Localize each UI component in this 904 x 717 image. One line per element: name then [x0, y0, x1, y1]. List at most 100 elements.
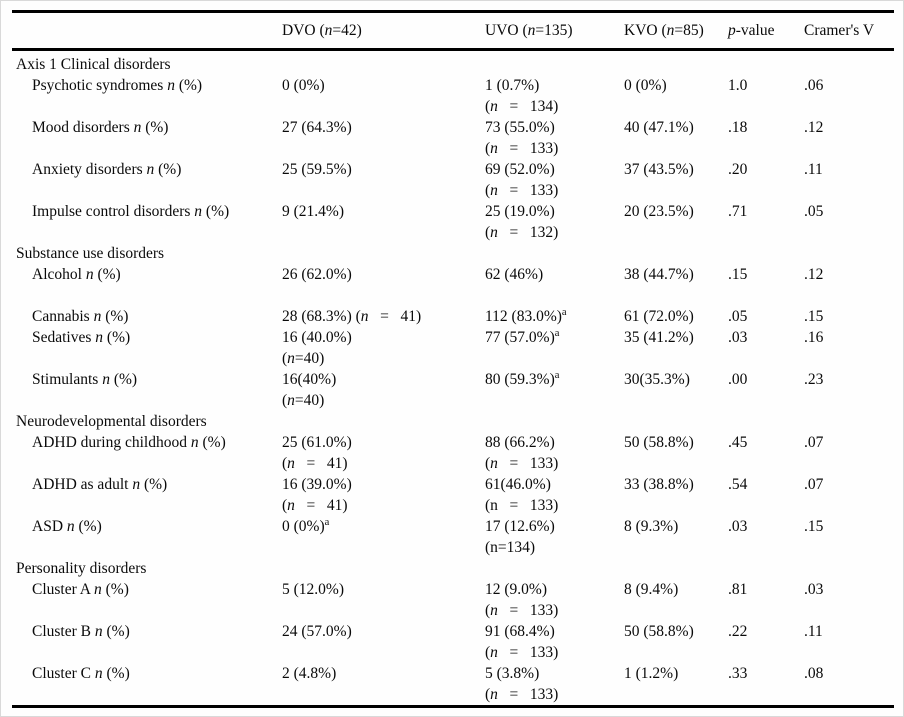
- clinical-disorders-table: DVO (n=42) UVO (n=135) KVO (n=85) p-value Cr…: [12, 10, 894, 708]
- text-segment: (: [282, 350, 288, 367]
- table-cell: 1 (1.2%): [624, 663, 728, 707]
- table-cell: 25 (61.0%) (n = 41): [282, 432, 485, 474]
- table-cell: 25 (59.5%): [282, 159, 485, 201]
- table-cell: 25 (19.0%) (n = 132): [485, 201, 624, 243]
- text-segment: Impulse control disorders: [32, 203, 195, 220]
- text-segment: 91 (68.4%): [485, 623, 555, 640]
- table-cell: .05: [804, 201, 894, 243]
- text-segment: 1 (0.7%): [485, 77, 540, 94]
- text-segment: (%): [198, 434, 226, 451]
- table-cell: .03: [728, 516, 804, 558]
- cell-line: .03: [728, 516, 804, 537]
- cell-line: .23: [804, 369, 894, 390]
- text-segment: .03: [804, 581, 824, 598]
- cell-line: 80 (59.3%)a: [485, 369, 624, 390]
- text-segment: 80 (59.3%): [485, 371, 555, 388]
- text-segment: n: [360, 308, 369, 325]
- cell-line: 5 (3.8%): [485, 663, 624, 684]
- table-cell: 77 (57.0%)a: [485, 327, 624, 369]
- text-segment: .15: [804, 308, 824, 325]
- text-segment: DVO (: [282, 22, 325, 39]
- column-header-p-value: p-value: [728, 11, 804, 51]
- text-segment: -value: [735, 22, 775, 39]
- text-segment: = 41): [368, 308, 422, 325]
- table-cell: .11: [804, 621, 894, 663]
- cell-line: 28 (68.3%) (n = 41): [282, 306, 485, 327]
- text-segment: (%): [102, 623, 130, 640]
- cell-line: 27 (64.3%): [282, 117, 485, 138]
- cell-line: .11: [804, 159, 894, 180]
- text-segment: 0 (0%): [282, 518, 325, 535]
- text-segment: .03: [728, 329, 748, 346]
- section-label: Personality disorders: [12, 558, 894, 579]
- text-segment: n: [94, 623, 103, 640]
- cell-line: .18: [728, 117, 804, 138]
- cell-line: 8 (9.3%): [624, 516, 728, 537]
- text-segment: Neurodevelopmental disorders: [16, 413, 207, 430]
- cell-line: (n=40): [282, 390, 485, 411]
- text-segment: n: [287, 392, 295, 409]
- cell-line: .05: [728, 306, 804, 327]
- text-segment: .07: [804, 434, 824, 451]
- table-row: Mood disorders n (%) 27 (64.3%) 73 (55.0%)…: [12, 117, 894, 159]
- text-segment: =85): [674, 22, 704, 39]
- text-segment: .22: [728, 623, 748, 640]
- table-row: ADHD during childhood n (%) 25 (61.0%) (n …: [12, 432, 894, 474]
- table-cell: 35 (41.2%): [624, 327, 728, 369]
- cell-line: 88 (66.2%): [485, 432, 624, 453]
- table-cell: 112 (83.0%)a: [485, 306, 624, 327]
- text-segment: (%): [140, 476, 168, 493]
- text-segment: .03: [728, 518, 748, 535]
- text-segment: (n=134): [485, 539, 536, 556]
- text-segment: n: [666, 22, 675, 39]
- table-cell: .05: [728, 306, 804, 327]
- table-cell: .11: [804, 159, 894, 201]
- table-cell: 40 (47.1%): [624, 117, 728, 159]
- text-segment: Cluster A: [32, 581, 95, 598]
- text-segment: (%): [154, 161, 182, 178]
- text-segment: 25 (59.5%): [282, 161, 352, 178]
- text-segment: 5 (3.8%): [485, 665, 540, 682]
- cell-line: 25 (61.0%): [282, 432, 485, 453]
- cell-line: 35 (41.2%): [624, 327, 728, 348]
- text-segment: n: [95, 329, 104, 346]
- text-segment: n: [490, 602, 498, 619]
- table-cell: .03: [804, 579, 894, 621]
- cell-line: (n=134): [485, 537, 624, 558]
- table-cell: 8 (9.4%): [624, 579, 728, 621]
- cell-line: 112 (83.0%)a: [485, 306, 624, 327]
- cell-line: 8 (9.4%): [624, 579, 728, 600]
- text-segment: n: [287, 350, 295, 367]
- cell-line: .12: [804, 264, 894, 285]
- table-cell: .23: [804, 369, 894, 411]
- text-segment: .07: [804, 476, 824, 493]
- text-segment: .71: [728, 203, 748, 220]
- text-segment: n: [490, 98, 498, 115]
- text-segment: (: [485, 602, 491, 619]
- cell-line: 61(46.0%): [485, 474, 624, 495]
- cell-line: .45: [728, 432, 804, 453]
- cell-line: .16: [804, 327, 894, 348]
- text-segment: (: [282, 392, 288, 409]
- text-segment: n: [132, 476, 141, 493]
- text-segment: = 132): [497, 224, 559, 241]
- column-header-uvo: UVO (n=135): [485, 11, 624, 51]
- cell-line: 50 (58.8%): [624, 621, 728, 642]
- cell-line: (n=40): [282, 348, 485, 369]
- text-segment: .06: [804, 77, 824, 94]
- table-header: DVO (n=42) UVO (n=135) KVO (n=85) p-value Cr…: [12, 11, 894, 51]
- table-cell: 88 (66.2%) (n = 133): [485, 432, 624, 474]
- text-segment: UVO (: [485, 22, 528, 39]
- text-segment: = 133): [497, 686, 559, 703]
- cell-line: 0 (0%): [624, 75, 728, 96]
- section-label: Substance use disorders: [12, 243, 894, 264]
- cell-line: 38 (44.7%): [624, 264, 728, 285]
- cell-line: 40 (47.1%): [624, 117, 728, 138]
- text-segment: .00: [728, 371, 748, 388]
- table-cell: 26 (62.0%): [282, 264, 485, 306]
- cell-line: (n = 134): [485, 96, 624, 117]
- cell-line: (n = 133): [485, 684, 624, 705]
- text-segment: (%): [101, 308, 129, 325]
- text-segment: n: [93, 308, 102, 325]
- text-segment: 16(40%): [282, 371, 337, 388]
